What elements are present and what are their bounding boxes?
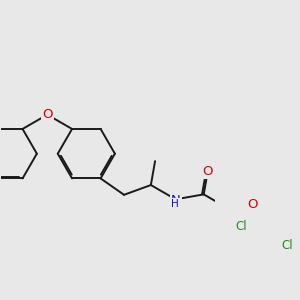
Text: Cl: Cl xyxy=(235,220,247,233)
Text: O: O xyxy=(247,198,258,211)
Text: H: H xyxy=(171,199,179,209)
Text: N: N xyxy=(171,194,181,207)
Text: O: O xyxy=(42,108,52,121)
Text: O: O xyxy=(202,165,213,178)
Text: Cl: Cl xyxy=(281,239,293,252)
